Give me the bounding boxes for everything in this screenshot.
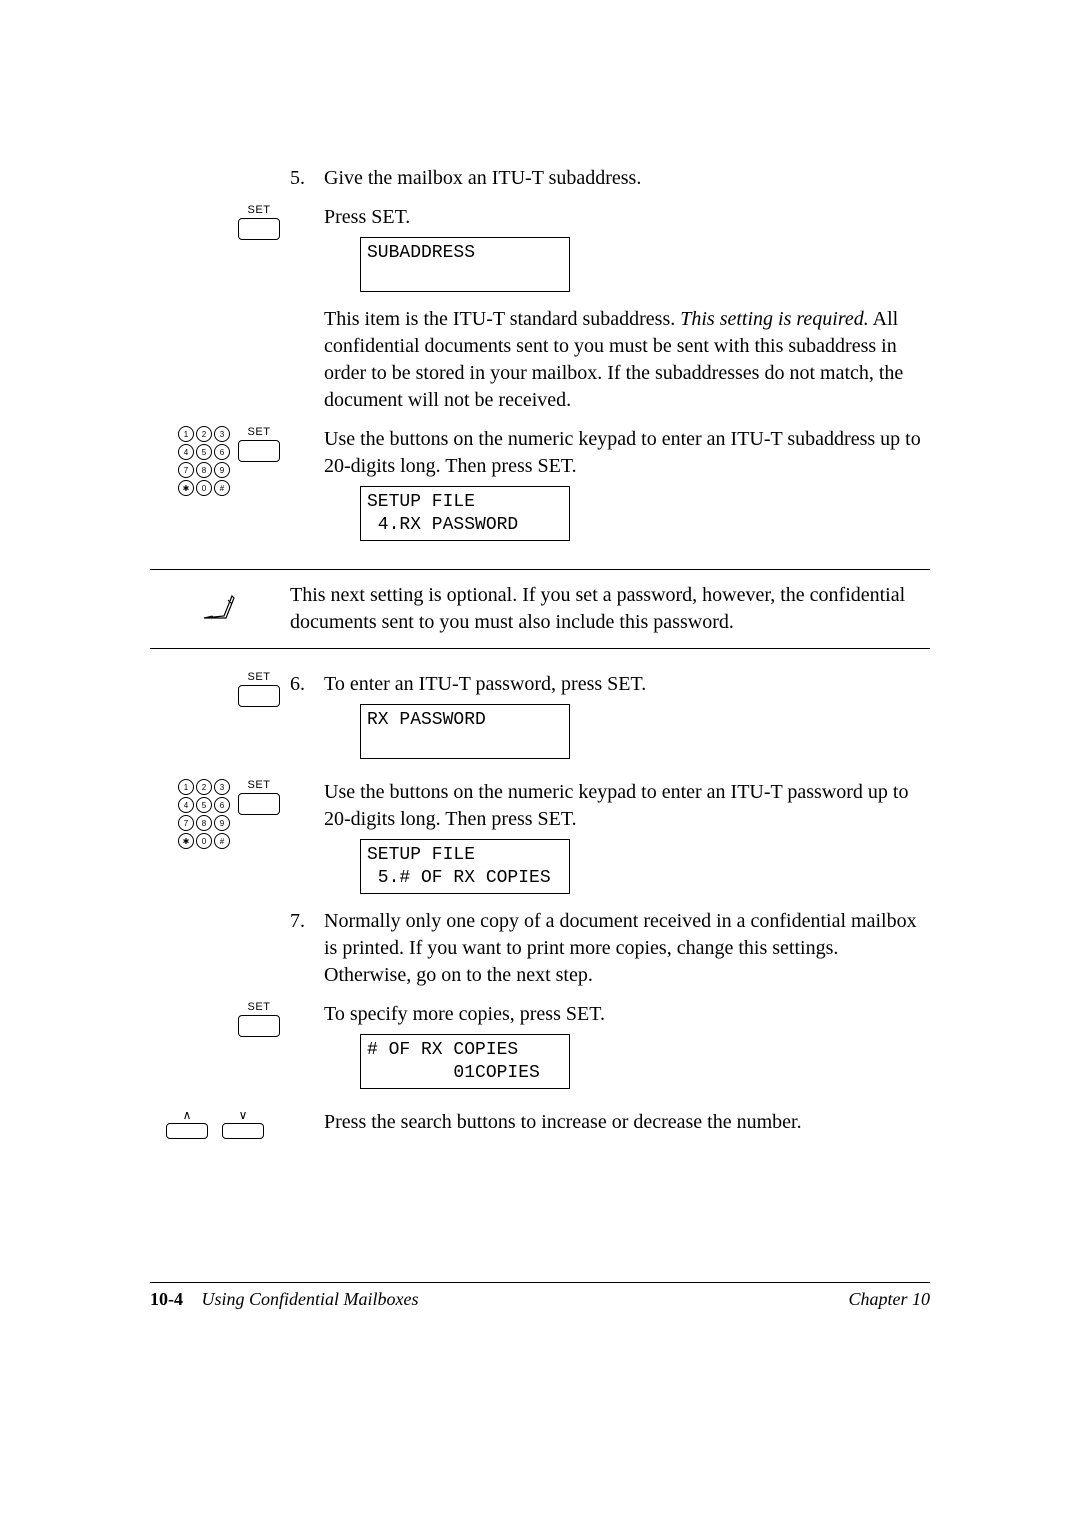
keypad-key: 7 [178, 462, 194, 478]
set-button-label: SET [238, 426, 280, 438]
page-number: 10-4 [150, 1289, 183, 1309]
document-page: 5. Give the mailbox an ITU-T subaddress.… [0, 0, 1080, 1528]
set-button-key [238, 793, 280, 815]
keypad-key: 1 [178, 426, 194, 442]
note-box: This next setting is optional. If you se… [150, 569, 930, 649]
keypad-key: # [214, 480, 230, 496]
set-button-icon: SET [238, 779, 280, 815]
pencil-note-icon [202, 594, 238, 624]
step-6-text-1: To enter an ITU-T password, press SET. [324, 671, 930, 698]
set-button-key [238, 218, 280, 240]
set-button-icon: SET [238, 426, 280, 462]
set-button-icon: SET [238, 1001, 280, 1037]
set-button-key [238, 685, 280, 707]
footer-rule [150, 1282, 930, 1283]
step-7-number: 7. [290, 908, 324, 935]
numeric-keypad-icon: 1 2 3 4 5 6 7 8 9 ✱ 0 # [178, 779, 230, 849]
keypad-key: 6 [214, 797, 230, 813]
lcd-setup-file-5: SETUP FILE 5.# OF RX COPIES [360, 839, 570, 894]
keypad-key: # [214, 833, 230, 849]
keypad-key: 9 [214, 462, 230, 478]
keypad-key: 3 [214, 779, 230, 795]
chapter-label: Chapter 10 [848, 1289, 930, 1310]
up-arrow-label: ∧ [166, 1109, 208, 1121]
lcd-subaddress: SUBADDRESS [360, 237, 570, 292]
step-7-press-set-row: SET To specify more copies, press SET. #… [150, 1001, 930, 1103]
keypad-key: 6 [214, 444, 230, 460]
step-7-search-instr: Press the search buttons to increase or … [324, 1109, 930, 1136]
step-6-number: 6. [290, 671, 324, 698]
set-button-icon: SET [238, 671, 280, 707]
keypad-key: 1 [178, 779, 194, 795]
keypad-key: ✱ [178, 833, 194, 849]
keypad-key: 8 [196, 815, 212, 831]
lcd-line: 4.RX PASSWORD [367, 515, 518, 535]
keypad-key: 0 [196, 833, 212, 849]
set-button-label: SET [238, 204, 280, 216]
step-5-keypad-row: 1 2 3 4 5 6 7 8 9 ✱ 0 # SET [150, 426, 930, 555]
set-button-key [238, 1015, 280, 1037]
step-7-text-1: Normally only one copy of a document rec… [324, 908, 930, 989]
footer-left: 10-4 Using Confidential Mailboxes [150, 1289, 418, 1310]
down-arrow-button-icon: ∨ [222, 1109, 264, 1139]
arrow-key [222, 1123, 264, 1139]
keypad-with-set-icon: 1 2 3 4 5 6 7 8 9 ✱ 0 # SET [178, 426, 280, 496]
step-6-row: SET 6. To enter an ITU-T password, press… [150, 671, 930, 773]
keypad-key: 7 [178, 815, 194, 831]
step-5-number: 5. [290, 165, 324, 192]
keypad-key: 0 [196, 480, 212, 496]
step-5-row: 5. Give the mailbox an ITU-T subaddress. [150, 165, 930, 198]
keypad-key: 4 [178, 444, 194, 460]
lcd-line: SUBADDRESS [367, 243, 475, 263]
keypad-key: 3 [214, 426, 230, 442]
lcd-line: 01COPIES [367, 1063, 540, 1083]
step-6-keypad-row: 1 2 3 4 5 6 7 8 9 ✱ 0 # SET [150, 779, 930, 908]
doc-title: Using Confidential Mailboxes [202, 1289, 419, 1309]
down-arrow-label: ∨ [222, 1109, 264, 1121]
page-footer: 10-4 Using Confidential Mailboxes Chapte… [150, 1282, 930, 1310]
content-area: 5. Give the mailbox an ITU-T subaddress.… [150, 165, 930, 1142]
lcd-setup-file-4: SETUP FILE 4.RX PASSWORD [360, 486, 570, 541]
set-button-label: SET [238, 671, 280, 683]
step-5-press-set: Press SET. [324, 204, 930, 231]
step-7-row: 7. Normally only one copy of a document … [150, 908, 930, 995]
keypad-key: 5 [196, 444, 212, 460]
lcd-line: SETUP FILE [367, 845, 475, 865]
arrow-key [166, 1123, 208, 1139]
up-arrow-button-icon: ∧ [166, 1109, 208, 1139]
step-5-desc: This item is the ITU-T standard subaddre… [324, 306, 930, 414]
lcd-line: SETUP FILE [367, 492, 475, 512]
keypad-key: 4 [178, 797, 194, 813]
keypad-key: 2 [196, 426, 212, 442]
step-5-text-1: Give the mailbox an ITU-T subaddress. [324, 165, 930, 192]
set-button-key [238, 440, 280, 462]
lcd-line: 5.# OF RX COPIES [367, 868, 551, 888]
step-5-press-set-row: SET Press SET. SUBADDRESS This item is t… [150, 204, 930, 420]
keypad-key: 8 [196, 462, 212, 478]
lcd-rx-password: RX PASSWORD [360, 704, 570, 759]
lcd-line: RX PASSWORD [367, 710, 486, 730]
step-6-keypad-instr: Use the buttons on the numeric keypad to… [324, 779, 930, 833]
lcd-line: # OF RX COPIES [367, 1040, 518, 1060]
keypad-key: 5 [196, 797, 212, 813]
set-button-label: SET [238, 1001, 280, 1013]
set-button-label: SET [238, 779, 280, 791]
keypad-key: ✱ [178, 480, 194, 496]
note-text: This next setting is optional. If you se… [290, 582, 930, 636]
search-arrow-buttons-icon: ∧ ∨ [166, 1109, 264, 1139]
step-7-arrows-row: ∧ ∨ Press the search buttons to increase… [150, 1109, 930, 1142]
keypad-with-set-icon: 1 2 3 4 5 6 7 8 9 ✱ 0 # SET [178, 779, 280, 849]
keypad-key: 9 [214, 815, 230, 831]
lcd-rx-copies: # OF RX COPIES 01COPIES [360, 1034, 570, 1089]
step-5-keypad-instr: Use the buttons on the numeric keypad to… [324, 426, 930, 480]
keypad-key: 2 [196, 779, 212, 795]
set-button-icon: SET [238, 204, 280, 240]
numeric-keypad-icon: 1 2 3 4 5 6 7 8 9 ✱ 0 # [178, 426, 230, 496]
step-7-more-copies: To specify more copies, press SET. [324, 1001, 930, 1028]
